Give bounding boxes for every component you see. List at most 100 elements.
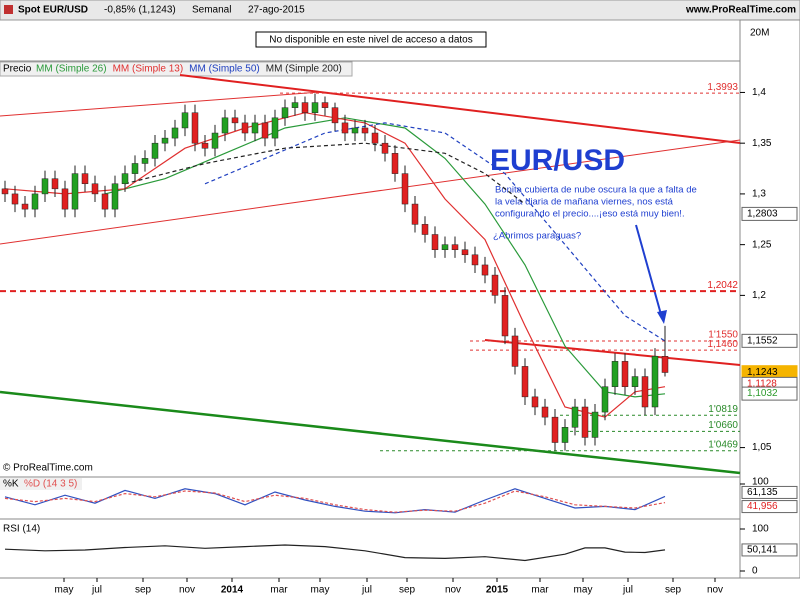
candle-body	[221, 117, 229, 134]
right-axis	[739, 19, 800, 579]
candle-body	[91, 183, 99, 195]
x-tick-label: sep	[665, 585, 682, 596]
x-tick-label: may	[574, 585, 593, 596]
level-label: 1,2042	[707, 280, 738, 291]
legend-entry: MM (Simple 200)	[266, 64, 342, 75]
level-label: 1'0469	[708, 439, 738, 450]
annotation-title: EUR/USD	[490, 144, 625, 177]
rsi-line	[4, 544, 666, 562]
candle-body	[101, 193, 109, 210]
candle-body	[561, 427, 569, 443]
candle-body	[141, 158, 149, 164]
candle-body	[341, 122, 349, 134]
candle-body	[491, 274, 499, 296]
price-tag-label: 1,2803	[747, 209, 778, 220]
candle-body	[191, 112, 199, 144]
legend-bar	[0, 61, 353, 77]
candle-body	[481, 264, 489, 276]
date: 27-ago-2015	[248, 5, 305, 16]
candle-body	[21, 203, 29, 210]
stoch-tag-label: 41,956	[747, 501, 778, 512]
moving-average	[204, 122, 666, 342]
rsi-label: RSI (14)	[3, 524, 40, 535]
annotation-line: la vela diaria de mañana viernes, nos es…	[495, 197, 674, 208]
x-tick-label: jul	[622, 585, 633, 596]
stoch-tag	[741, 485, 798, 499]
candle-body	[31, 193, 39, 210]
candle-body	[171, 127, 179, 139]
trendline	[484, 339, 741, 366]
y-tick-label: 1,25	[752, 239, 772, 250]
candle-body	[371, 132, 379, 144]
candle-body	[631, 376, 639, 387]
candle-body	[11, 193, 19, 205]
y-tick-label: 1,3	[752, 189, 766, 200]
candle-body	[41, 178, 49, 195]
candle-body	[641, 376, 649, 408]
price-tag-label: 1,1128	[747, 379, 777, 390]
candle-body	[471, 254, 479, 266]
x-tick-label: nov	[707, 585, 723, 596]
legend-entry: MM (Simple 26)	[36, 64, 107, 75]
stoch-line	[4, 490, 666, 513]
copyright: © ProRealTime.com	[3, 463, 93, 474]
candle-body	[541, 406, 549, 418]
x-tick-label: 2014	[221, 585, 244, 596]
trendline	[0, 139, 741, 245]
x-tick-label: mar	[270, 585, 288, 596]
candle-body	[151, 142, 159, 159]
level-label: 1'0660	[708, 420, 738, 431]
arrow	[635, 224, 663, 319]
notice: No disponible en este nivel de acceso a …	[269, 35, 472, 46]
candle-body	[651, 356, 659, 408]
trendline	[0, 91, 321, 117]
stoch-label: %K	[3, 479, 19, 490]
x-tick-label: may	[311, 585, 330, 596]
price-tag	[741, 386, 798, 401]
candle-body	[531, 396, 539, 408]
candle-body	[51, 178, 59, 190]
candle-body	[131, 163, 139, 174]
candle-body	[331, 107, 339, 124]
price-label: Precio	[3, 64, 32, 75]
notice-box	[255, 31, 487, 48]
period: Semanal	[192, 5, 231, 16]
x-tick-label: sep	[399, 585, 416, 596]
candle-body	[241, 122, 249, 134]
rsi-tag-label: 50,141	[747, 545, 778, 556]
candle-body	[111, 183, 119, 210]
annotation-question: ¿Abrimos paraguas?	[493, 231, 581, 242]
price-tag-label: 1,1032	[747, 388, 778, 399]
legend-entry: MM (Simple 50)	[189, 64, 260, 75]
candle-body	[201, 142, 209, 149]
y-tick-label: 1,4	[752, 87, 766, 98]
candle-body	[81, 173, 89, 185]
candle-body	[461, 249, 469, 256]
moving-average	[4, 112, 666, 418]
stoch-label: %D (14 3 5)	[24, 479, 77, 490]
candle-body	[391, 153, 399, 174]
header-icon	[4, 5, 13, 14]
annotation-line: Bonita cubierta de nube oscura la que a …	[495, 185, 697, 196]
candle-body	[251, 122, 259, 134]
x-tick-label: mar	[531, 585, 549, 596]
candle-body	[281, 107, 289, 119]
stoch-line	[4, 488, 666, 514]
rsi-tag	[741, 543, 798, 557]
legend-bar	[0, 478, 82, 490]
candle-body	[451, 244, 459, 250]
candle-body	[511, 335, 519, 367]
level-label: 1,3993	[707, 82, 738, 93]
candle-body	[621, 361, 629, 387]
trendline	[179, 74, 741, 144]
candle-body	[501, 295, 509, 337]
x-tick-label: sep	[135, 585, 152, 596]
rsi-tick-label: 0	[752, 566, 758, 577]
candle-body	[521, 366, 529, 398]
candle-body	[181, 112, 189, 129]
candle-body	[231, 117, 239, 124]
stoch-tag	[741, 500, 798, 514]
candle-body	[121, 173, 129, 185]
